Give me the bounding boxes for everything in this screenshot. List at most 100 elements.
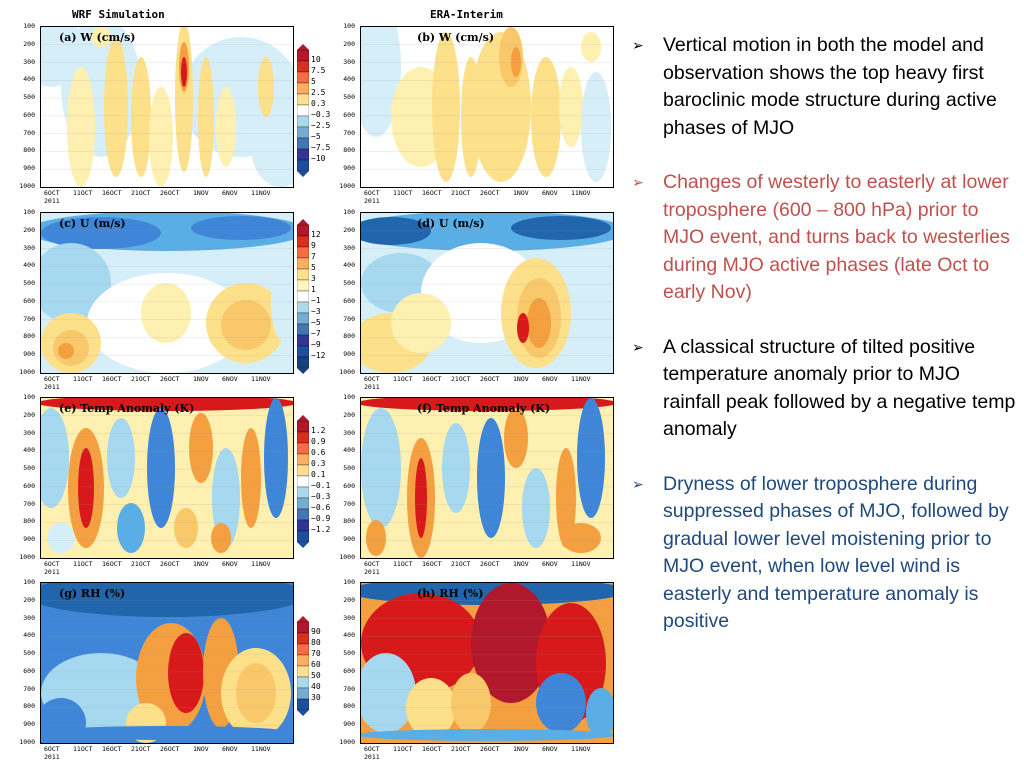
contour-region (586, 688, 613, 738)
contour-region (41, 217, 161, 249)
y-tick-label: 100 (343, 208, 355, 216)
heatmap-plot-area: (h) RH (%) (360, 582, 614, 744)
y-tick-label: 800 (343, 332, 355, 341)
colorbar-segment (297, 49, 309, 61)
heatmap-panel-d: 100 200 300 400 500 600 700 800 900 1000 (d) U (m/… (334, 208, 616, 398)
x-tick-label: 16OCT (422, 375, 442, 383)
x-tick-label: 26OCT (160, 189, 180, 197)
y-tick-label: 800 (23, 332, 35, 341)
x-year-label: 2011 (364, 568, 380, 576)
colorbar-label: 0.6 (311, 447, 326, 457)
colorbar-segment (297, 486, 309, 498)
x-tick-label: 1NOV (193, 560, 209, 568)
y-tick-label: 100 (343, 22, 355, 30)
y-tick-label: 400 (23, 75, 35, 84)
x-tick-label: 16OCT (102, 189, 122, 197)
colorbar-label: −7 (311, 328, 321, 338)
contour-region (41, 243, 111, 323)
colorbar-label: −0.6 (311, 502, 331, 512)
x-tick-label: 6OCT (364, 375, 380, 383)
y-tick-label: 700 (343, 684, 355, 693)
contour-region (264, 398, 288, 518)
colorbar-label: 9 (311, 240, 316, 250)
colorbar-label: −0.3 (311, 491, 331, 501)
contour-region (391, 293, 451, 353)
x-year-label: 2011 (44, 568, 60, 576)
x-year-label: 2011 (44, 197, 60, 205)
colorbar-label: −12 (311, 350, 326, 360)
colorbar-label: 10 (311, 54, 321, 64)
colorbar-segment (297, 246, 309, 258)
contour-region (581, 32, 601, 62)
y-tick-label: 600 (23, 666, 35, 675)
y-tick-label: 1000 (339, 553, 355, 561)
contour-region (117, 503, 145, 553)
colorbar-label: 1.2 (311, 425, 326, 435)
colorbar-label: −5 (311, 131, 321, 141)
colorbar-segment (297, 453, 309, 465)
x-tick-label: 26OCT (480, 375, 500, 383)
colorbar-segment (297, 104, 309, 116)
x-tick-label: 1NOV (513, 375, 529, 383)
colorbar-label: −3 (311, 306, 321, 316)
colorbar-segment (297, 60, 309, 72)
y-tick-label: 700 (343, 128, 355, 137)
colorbar-label: 1 (311, 284, 316, 294)
y-tick-label: 300 (343, 243, 355, 252)
heatmap-svg (41, 27, 293, 187)
panel-title: (h) RH (%) (417, 587, 484, 600)
heatmap-panel-c: 100 200 300 400 500 600 700 800 900 1000 (c) U (m/… (14, 208, 296, 398)
y-tick-label: 1000 (339, 738, 355, 746)
bullet-text: Changes of westerly to easterly at lower… (663, 171, 1010, 303)
x-tick-label: 21OCT (131, 189, 151, 197)
colorbar-segment (297, 654, 309, 667)
bullet-text: Vertical motion in both the model and ob… (663, 34, 997, 139)
x-tick-label: 11NOV (251, 375, 271, 383)
contour-region (361, 408, 401, 528)
contour-region (181, 57, 187, 87)
x-tick-label: 6OCT (44, 189, 60, 197)
y-tick-label: 900 (343, 350, 355, 359)
colorbar-segment (297, 508, 309, 520)
contour-region (251, 107, 293, 187)
contour-region (58, 343, 74, 359)
contour-region (504, 408, 528, 468)
contour-region (191, 216, 291, 240)
contour-region (442, 423, 470, 513)
x-tick-label: 11OCT (393, 745, 413, 753)
colorbar-segment (297, 665, 309, 678)
y-tick-label: 400 (23, 261, 35, 270)
contour-region (415, 458, 427, 538)
y-tick-label: 400 (343, 75, 355, 84)
x-year-label: 2011 (44, 383, 60, 391)
y-tick-label: 800 (23, 702, 35, 711)
contour-region (41, 726, 293, 740)
contour-region (451, 673, 491, 733)
y-tick-label: 500 (23, 279, 35, 288)
contour-region (511, 47, 521, 77)
y-tick-label: 300 (23, 243, 35, 252)
heatmap-panel-a: 100 200 300 400 500 600 700 800 900 1000 (a) W (cm… (14, 22, 296, 212)
y-tick-label: 600 (23, 110, 35, 119)
heatmap-svg (361, 398, 613, 558)
contour-region (241, 428, 261, 528)
colorbar-segment (297, 126, 309, 138)
y-tick-label: 200 (23, 595, 35, 604)
colorbar-label: 7 (311, 251, 316, 261)
y-tick-label: 400 (23, 446, 35, 455)
colorbar-segment (297, 71, 309, 83)
panel-title: (a) W (cm/s) (59, 31, 136, 44)
colorbar-segment (297, 442, 309, 454)
colorbar-segment (297, 82, 309, 94)
x-tick-label: 6NOV (542, 560, 558, 568)
heatmap-plot-area: (e) Temp Anomaly (K) (40, 397, 294, 559)
x-tick-label: 11OCT (393, 375, 413, 383)
contour-region (147, 408, 175, 528)
colorbar-label: 50 (311, 671, 321, 680)
colorbar-segment (297, 301, 309, 313)
x-tick-label: 16OCT (102, 745, 122, 753)
colorbar-segment (297, 420, 309, 432)
y-tick-label: 300 (23, 57, 35, 66)
colorbar-segment (297, 323, 309, 335)
colorbar-segment (297, 137, 309, 149)
